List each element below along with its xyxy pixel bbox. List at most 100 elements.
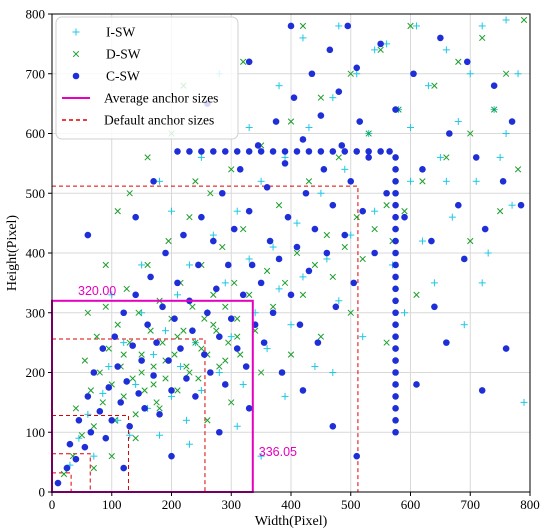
point-d-sw (90, 464, 97, 472)
point-d-sw (156, 405, 163, 412)
marker-stroke (317, 94, 325, 101)
point-c-sw (132, 291, 139, 299)
point-c-sw (296, 321, 304, 329)
point-d-sw (413, 291, 420, 298)
marker-stroke (305, 178, 313, 185)
point-i-sw (156, 177, 164, 185)
marker-stroke (69, 452, 77, 460)
marker-stroke (105, 345, 112, 352)
point-c-sw (392, 201, 399, 209)
point-c-sw (329, 148, 337, 155)
point-c-sw (192, 393, 199, 400)
marker-stroke (102, 261, 109, 269)
point-c-sw (329, 422, 337, 430)
point-c-sw (99, 345, 107, 352)
point-i-sw (168, 207, 175, 215)
point-c-sw (392, 381, 399, 388)
marker-stroke (114, 208, 121, 215)
marker-stroke (102, 303, 109, 310)
point-c-sw (257, 279, 265, 287)
point-d-sw (237, 351, 244, 358)
point-i-sw (430, 279, 438, 287)
point-c-sw (221, 381, 229, 388)
point-c-sw (392, 369, 399, 376)
point-c-sw (257, 148, 265, 155)
point-d-sw (180, 327, 187, 334)
point-d-sw (496, 208, 504, 215)
marker-stroke (490, 106, 498, 113)
point-i-sw (341, 165, 349, 173)
point-i-sw (162, 327, 170, 335)
marker-stroke (99, 399, 106, 406)
x-tick-label: 400 (281, 497, 301, 512)
marker-stroke (407, 22, 414, 30)
point-i-sw (209, 231, 217, 239)
marker-stroke (138, 369, 145, 376)
point-c-sw (419, 166, 426, 173)
x-axis-label: Width(Pixel) (255, 514, 328, 529)
point-d-sw (287, 118, 295, 125)
marker-stroke (144, 154, 151, 161)
point-d-sw (257, 369, 265, 376)
marker-stroke (90, 464, 97, 472)
marker-stroke (210, 291, 217, 298)
marker-stroke (467, 130, 474, 137)
point-c-sw (230, 225, 238, 233)
point-d-sw (108, 452, 115, 460)
point-c-sw (392, 345, 399, 352)
point-d-sw (246, 291, 253, 298)
point-c-sw (365, 154, 372, 161)
point-c-sw (120, 309, 127, 317)
marker-stroke (479, 34, 486, 42)
point-c-sw (147, 273, 154, 281)
marker-stroke (299, 22, 307, 30)
point-c-sw (299, 136, 307, 143)
point-c-sw (314, 339, 322, 346)
point-d-sw (132, 411, 139, 418)
point-c-sw (150, 372, 157, 379)
point-d-sw (353, 213, 360, 221)
y-tick-label: 400 (26, 246, 46, 261)
legend-marker-d-sw (72, 50, 80, 58)
marker-stroke (90, 423, 97, 430)
point-i-sw (185, 440, 193, 448)
point-i-sw (299, 273, 307, 281)
point-c-sw (478, 387, 486, 394)
point-d-sw (317, 333, 325, 340)
point-d-sw (174, 333, 181, 340)
point-d-sw (293, 249, 301, 257)
point-c-sw (490, 82, 498, 89)
point-i-sw (269, 243, 277, 251)
default-anchor-boxes (51, 185, 359, 493)
marker-stroke (514, 166, 522, 173)
point-c-sw (221, 148, 229, 155)
point-i-sw (120, 339, 128, 347)
point-d-sw (514, 166, 522, 173)
point-d-sw (347, 309, 354, 316)
point-c-sw (392, 249, 399, 257)
point-d-sw (150, 381, 157, 388)
marker-stroke (347, 309, 354, 316)
point-c-sw (198, 213, 205, 221)
legend-label-i-sw: I-SW (106, 25, 135, 40)
marker-stroke (93, 333, 100, 340)
point-c-sw (284, 213, 292, 221)
marker-stroke (141, 387, 148, 394)
x-tick-label: 700 (461, 497, 481, 512)
point-d-sw (186, 213, 193, 221)
point-c-sw (266, 237, 274, 245)
point-i-sw (478, 22, 486, 30)
marker-stroke (467, 237, 474, 245)
point-i-sw (275, 285, 283, 293)
point-c-sw (335, 88, 343, 95)
point-i-sw (502, 16, 510, 24)
point-c-sw (281, 148, 289, 155)
point-c-sw (84, 393, 92, 400)
marker-stroke (123, 285, 130, 293)
y-axis-label: Height(Pixel) (5, 215, 20, 292)
marker-stroke (234, 315, 241, 322)
point-d-sw (479, 34, 486, 42)
point-d-sw (192, 339, 199, 346)
point-d-sw (401, 208, 408, 215)
marker-stroke (401, 208, 408, 215)
